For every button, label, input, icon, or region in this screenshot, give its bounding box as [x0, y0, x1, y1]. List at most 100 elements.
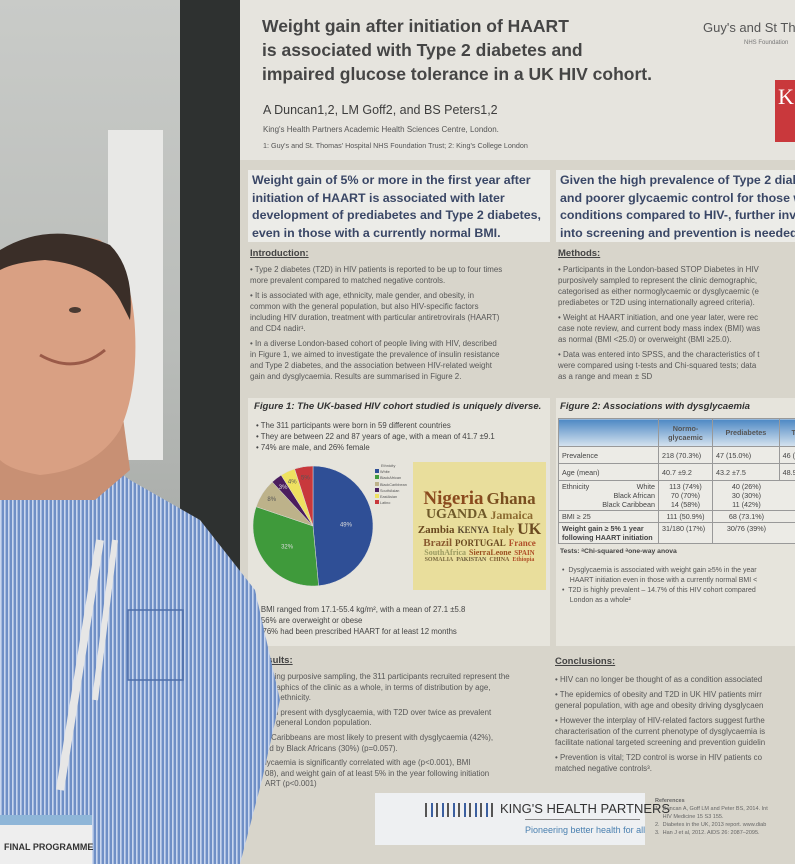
text-line: in Figure 1, we aimed to investigate the… [250, 350, 500, 359]
table-row: Ethnicity White Black African Black Caribbe… [558, 480, 795, 511]
text-line: • In a diverse London-based cohort of pe… [250, 339, 497, 348]
text-line: general population, with age and obesity… [555, 701, 764, 710]
cell: 43.2 ±7.5 [712, 463, 780, 481]
key-line: development of prediabetes and Type 2 di… [252, 208, 541, 222]
legend-item: EastAsian [375, 494, 407, 500]
text-line: including HIV duration, treatment with p… [250, 313, 500, 322]
legend-swatch [375, 500, 379, 505]
cell: Prevalence [558, 446, 659, 464]
bullet: • Prevention is vital; T2D control is wo… [555, 752, 795, 774]
fig1-bullet: • They are between 22 and 87 years of ag… [256, 432, 495, 441]
ethnicity-pie-chart: 49% 32% 8%3%4% 5% [252, 465, 374, 587]
authors: A Duncan1,2, LM Goff2, and BS Peters1,2 [263, 103, 498, 117]
references-heading: References [655, 798, 685, 804]
figure-2: Figure 2: Associations with dysglycaemia… [556, 398, 795, 646]
text-line: • Participants in the London-based STOP … [558, 265, 759, 274]
table-tests-note: Tests: ᵃChi-squared ᵃone-way anova [560, 548, 677, 555]
cell: 47 (15.0%) [712, 446, 780, 464]
col-header: T2D [778, 418, 795, 447]
fig2-bullet: • Dysglycaemia is associated with weight… [562, 567, 757, 574]
bullet: • It is associated with age, ethnicity, … [250, 290, 550, 334]
cell: White [636, 482, 655, 491]
cloud-word: Nigeria [423, 488, 484, 509]
cell: 30 (30%) [731, 491, 762, 500]
pie-label: 5% [301, 475, 310, 481]
pie-legend: Ethnicity White BlackAfrican BlackCaribbea… [375, 464, 407, 506]
cloud-word: KENYA [457, 524, 490, 535]
intro-text: • Type 2 diabetes (T2D) in HIV patients … [250, 264, 550, 399]
legend-item: BlackAfrican [375, 475, 407, 481]
hair [0, 233, 131, 320]
legend-swatch [375, 481, 379, 486]
cell: 113 (74%) 70 (70%) 14 (58%) [658, 480, 713, 511]
legend-label: BlackCaribbean [380, 482, 407, 487]
kcl-logo: K [775, 80, 795, 142]
col-header: Prediabetes [712, 418, 780, 447]
figure-2-title: Figure 2: Associations with dysglycaemia [560, 401, 750, 412]
legend-item: Latino [375, 500, 407, 506]
cell: 40 (26%) [731, 482, 762, 491]
reference: 2. Diabetes in the UK, 2013 report. www.… [655, 822, 767, 828]
text-line: facilitate national targeted screening a… [555, 738, 766, 747]
org-subtitle: NHS Foundation [744, 40, 789, 46]
pie-slice-White [312, 465, 374, 587]
cell: Black Caribbean [602, 500, 655, 509]
key-line: Weight gain of 5% or more in the first y… [252, 173, 531, 187]
legend-label: EastAsian [380, 495, 398, 500]
cell: 30/76 (39%) [712, 522, 795, 544]
khp-banner: KING'S HEALTH PARTNERS Pioneering better… [375, 793, 670, 845]
key-line: initiation of HAART is associated with l… [252, 190, 505, 205]
conclusions-text: • HIV can no longer be thought of as a c… [555, 674, 795, 778]
text-line: • However the interplay of HIV-related f… [555, 716, 765, 725]
col-header [558, 418, 659, 447]
org-name: Guy's and St Thom [703, 20, 795, 35]
text-line: • Data was entered into SPSS, and the ch… [558, 350, 760, 359]
pie-label: 8% [267, 497, 276, 503]
bullet: • Participants in the London-based STOP … [558, 264, 795, 308]
cloud-word: Jamaica [490, 508, 534, 522]
cloud-word: SOMALIA [424, 557, 454, 563]
cloud-word: Brazil [423, 537, 453, 549]
cloud-word: SierraLeone [469, 548, 512, 557]
table-row: Weight gain ≥ 5% 1 year following HAART … [558, 522, 795, 544]
cloud-word: UGANDA [425, 507, 488, 522]
fig1-bullet: • 56% are overweight or obese [256, 616, 363, 625]
text-line: as a range and mean ± SD [558, 372, 653, 381]
methods-heading: Methods: [558, 248, 601, 259]
cell: Age (mean) [558, 463, 659, 481]
legend-swatch [375, 494, 379, 499]
text-line: ographics of the clinic as a whole, in t… [265, 682, 491, 692]
eye [69, 307, 81, 313]
khp-logo-icon [425, 803, 495, 817]
poster-title: Weight gain after initiation of HAART is… [262, 16, 652, 84]
fig1-bullet: • The 311 participants were born in 59 d… [256, 421, 451, 430]
text-line: case note review, and current body mass … [558, 324, 761, 333]
text-line: Using purposive sampling, the 311 partic… [265, 672, 510, 681]
text-line: hird present with dysglycaemia, with T2D… [265, 707, 492, 717]
figure-1: Figure 1: The UK-based HIV cohort studie… [248, 398, 550, 646]
pie-slice-BlackAfrican [252, 506, 319, 587]
text-line: • Prevention is vital; T2D control is wo… [555, 753, 762, 762]
key-line: into screening and prevention is needed. [560, 225, 795, 240]
cell: BMI ≥ 25 [558, 510, 659, 523]
text-line: common with the general population, but … [250, 302, 479, 311]
text-line: • HIV can no longer be thought of as a c… [555, 675, 763, 684]
fig2-bullet: • T2D is highly prevalent – 14.7% of thi… [562, 587, 756, 594]
cloud-word: CHINA [489, 557, 510, 563]
cell: Weight gain ≥ 5% 1 year following HAART … [558, 522, 659, 544]
text-line: gain and dysglycaemia. Results are summa… [250, 372, 462, 381]
pie-label: 4% [288, 479, 297, 485]
legend-item: White [375, 469, 407, 475]
text-line: • Weight at HAART initiation, and one ye… [558, 313, 759, 322]
cell: Black African [613, 491, 655, 500]
text-line: purposively sampled to represent the cli… [558, 276, 758, 285]
khp-name: KING'S HEALTH PARTNERS [500, 801, 671, 816]
ethnicity-label: Ethnicity [562, 482, 590, 491]
text-line: ART (p<0.001) [265, 779, 317, 789]
cell: 14 (58%) [670, 500, 701, 509]
cloud-word: PORTUGAL [455, 538, 506, 548]
lanyard [92, 539, 118, 701]
text-line: and ethnicity. [265, 693, 311, 703]
fig1-bullet: 76% had been prescribed HAART for at lea… [256, 627, 457, 636]
results-text: Using purposive sampling, the 311 partic… [265, 672, 550, 790]
